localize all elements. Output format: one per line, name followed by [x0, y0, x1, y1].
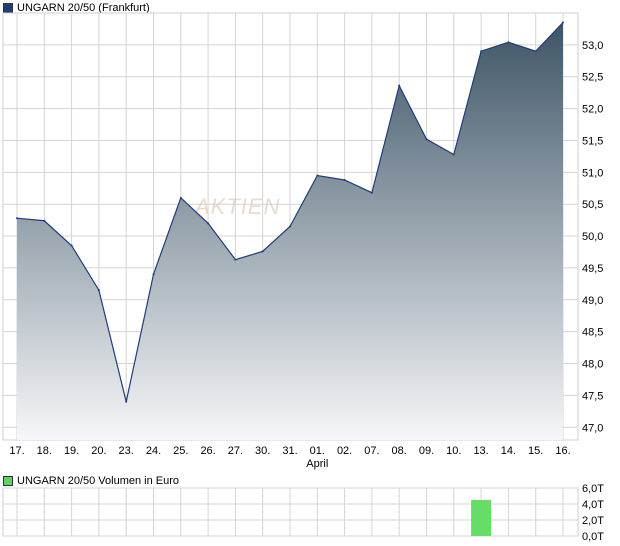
price-xtick-label: 25.: [173, 445, 188, 457]
price-point: [125, 400, 128, 403]
price-xtick-label: 14.: [501, 445, 516, 457]
price-area: [17, 22, 563, 441]
price-ytick-label: 51,5: [582, 135, 603, 147]
price-xtick-label: 18.: [37, 445, 52, 457]
price-point: [507, 41, 510, 44]
price-point: [152, 273, 155, 276]
price-xtick-label: 13.: [473, 445, 488, 457]
price-point: [452, 153, 455, 156]
price-ytick-label: 48,0: [582, 359, 603, 371]
volume-ytick-label: 0,0T: [582, 531, 604, 543]
price-point: [480, 50, 483, 53]
price-xtick-label: 08.: [392, 445, 407, 457]
price-point: [562, 21, 564, 24]
price-xtick-label: 24.: [146, 445, 161, 457]
price-ytick-label: 51,0: [582, 167, 603, 179]
volume-chart-title: UNGARN 20/50 Volumen in Euro: [17, 475, 180, 487]
price-ytick-label: 48,5: [582, 327, 603, 339]
price-point: [534, 50, 537, 53]
price-xtick-label: 02.: [337, 445, 352, 457]
price-point: [343, 178, 346, 181]
price-point: [179, 196, 182, 199]
price-chart-title: UNGARN 20/50 (Frankfurt): [17, 2, 150, 14]
month-label: April: [306, 458, 328, 470]
price-xtick-label: 07.: [364, 445, 379, 457]
price-xtick-label: 20.: [91, 445, 106, 457]
price-xtick-label: 27.: [228, 445, 243, 457]
price-point: [316, 174, 319, 177]
price-point: [398, 84, 401, 87]
price-xtick-label: 09.: [419, 445, 434, 457]
price-ytick-label: 53,0: [582, 40, 603, 52]
price-ytick-label: 47,5: [582, 390, 603, 402]
watermark-text: AKTIEN: [193, 194, 280, 219]
price-xtick-label: 15.: [528, 445, 543, 457]
price-xtick-label: 30.: [255, 445, 270, 457]
price-point: [234, 258, 237, 261]
price-point: [43, 219, 46, 222]
price-point: [16, 217, 18, 220]
price-ytick-label: 49,0: [582, 295, 603, 307]
price-ytick-label: 52,0: [582, 104, 603, 116]
price-ytick-label: 49,5: [582, 263, 603, 275]
price-point: [97, 289, 100, 292]
price-point: [425, 138, 428, 141]
price-xtick-label: 17.: [9, 445, 24, 457]
price-xtick-label: 26.: [200, 445, 215, 457]
price-ytick-label: 47,0: [582, 422, 603, 434]
volume-chart-legend: UNGARN 20/50 Volumen in Euro: [3, 475, 179, 487]
price-point: [261, 250, 264, 253]
volume-ytick-label: 2,0T: [582, 515, 604, 527]
volume-bar: [471, 500, 492, 536]
price-point: [70, 244, 73, 247]
price-point: [289, 225, 291, 228]
price-xtick-label: 19.: [64, 445, 79, 457]
price-xtick-label: 23.: [119, 445, 134, 457]
price-xtick-label: 16.: [555, 445, 570, 457]
price-xtick-label: 01.: [310, 445, 325, 457]
volume-ytick-label: 4,0T: [582, 499, 604, 511]
price-point: [207, 222, 210, 225]
price-point: [370, 191, 373, 194]
price-ytick-label: 52,5: [582, 72, 603, 84]
price-ytick-label: 50,5: [582, 199, 603, 211]
price-xtick-label: 10.: [446, 445, 461, 457]
volume-legend-swatch: [3, 476, 13, 486]
volume-ytick-label: 6,0T: [582, 483, 604, 495]
price-ytick-label: 50,0: [582, 231, 603, 243]
price-xtick-label: 31.: [282, 445, 297, 457]
